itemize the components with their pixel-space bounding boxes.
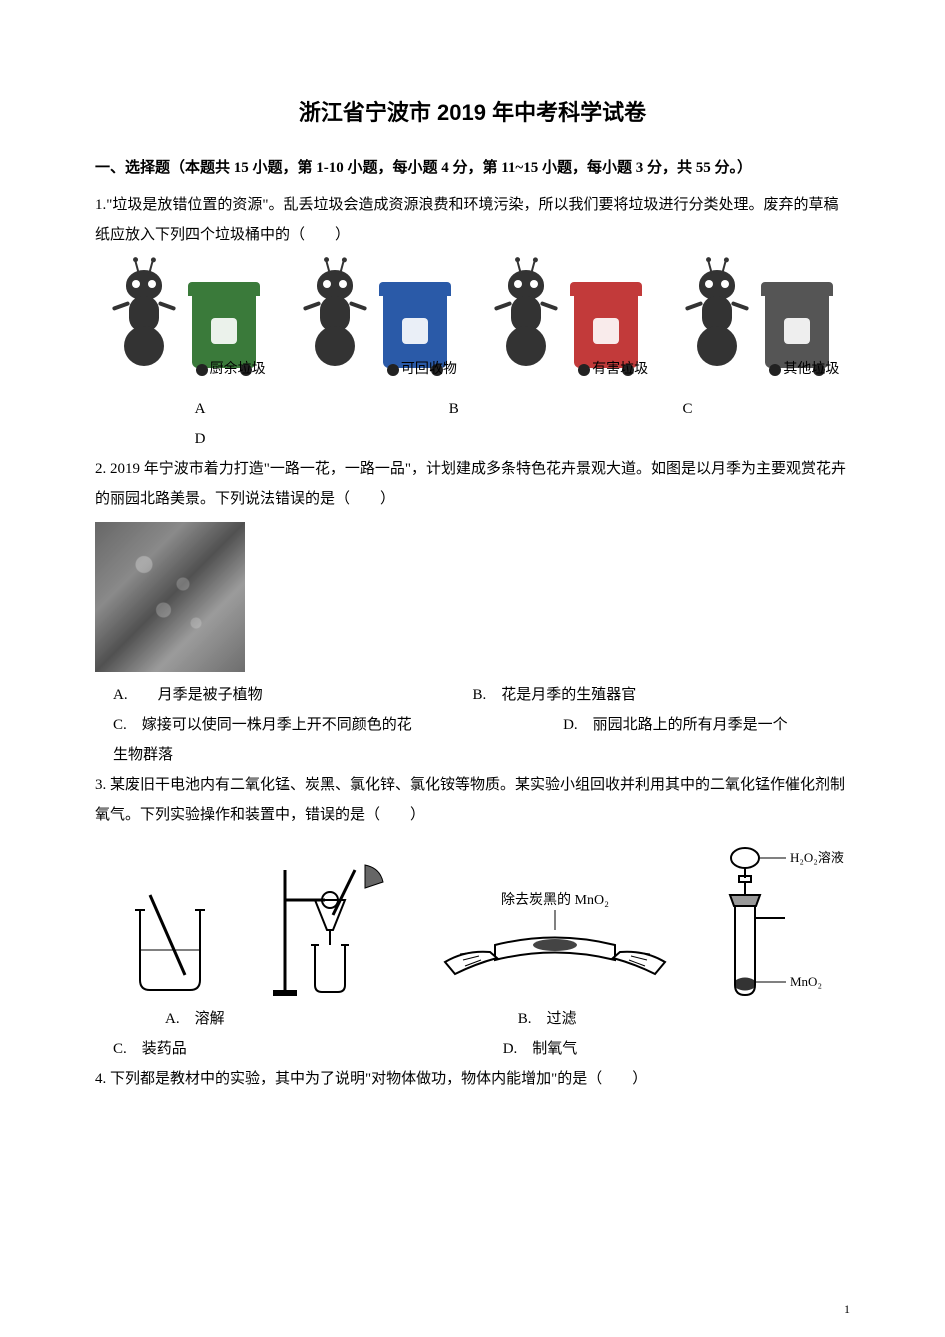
q4-text: 4. 下列都是教材中的实验，其中为了说明"对物体做功，物体内能增加"的是（ ）: [95, 1064, 850, 1094]
q3-exp-b: [260, 860, 420, 1000]
q3-text: 3. 某废旧干电池内有二氧化锰、炭黑、氯化锌、氯化铵等物质。某实验小组回收并利用…: [95, 770, 850, 830]
q1-options-line2: D: [95, 424, 850, 454]
q3-exp-c: 除去炭黑的 MnO₂: [435, 890, 675, 1000]
section-header: 一、选择题（本题共 15 小题，第 1-10 小题，每小题 4 分，第 11~1…: [95, 155, 850, 182]
q3-opt-a: A. 溶解: [95, 1004, 518, 1034]
q1-images-row: 厨余垃圾 可回收物: [95, 260, 850, 384]
q1-bin-a: 厨余垃圾: [95, 260, 276, 384]
q3-d-top-label: H₂O₂溶液: [790, 850, 844, 865]
bin-label-b: 可回收物: [401, 358, 457, 378]
bin-label-a: 厨余垃圾: [210, 358, 266, 378]
q2-image: [95, 522, 245, 672]
q1-bin-d: 其他垃圾: [669, 260, 850, 384]
q3-d-bot-label: MnO₂: [790, 974, 822, 989]
q3-opt-b: B. 过滤: [518, 1004, 850, 1034]
bin-icon: [402, 318, 428, 344]
q3-images-row: 除去炭黑的 MnO₂ H₂O₂溶液: [95, 840, 850, 1000]
q2-opt-c: C. 嫁接可以使同一株月季上开不同颜色的花: [95, 710, 563, 740]
bin-icon: [593, 318, 619, 344]
q2-options: A. 月季是被子植物 B. 花是月季的生殖器官 C. 嫁接可以使同一株月季上开不…: [95, 680, 850, 770]
bin-icon: [211, 318, 237, 344]
bin-label-d: 其他垃圾: [783, 358, 839, 378]
q1-text: 1."垃圾是放错位置的资源"。乱丢垃圾会造成资源浪费和环境污染，所以我们要将垃圾…: [95, 190, 850, 250]
q2-opt-b: B. 花是月季的生殖器官: [473, 680, 851, 710]
q3-opt-d: D. 制氧气: [503, 1034, 850, 1064]
q3-options: A. 溶解 B. 过滤 C. 装药品 D. 制氧气: [95, 1004, 850, 1064]
q3-exp-a: [95, 880, 245, 1000]
bin-label-c: 有害垃圾: [592, 358, 648, 378]
q2-opt-a: A. 月季是被子植物: [95, 680, 473, 710]
q2-text: 2. 2019 年宁波市着力打造"一路一花，一路一品"，计划建成多条特色花卉景观…: [95, 454, 850, 514]
page-title: 浙江省宁波市 2019 年中考科学试卷: [95, 95, 850, 127]
bin-icon: [784, 318, 810, 344]
page-number: 1: [844, 1302, 850, 1317]
q1-bin-b: 可回收物: [286, 260, 467, 384]
q3-c-label: 除去炭黑的 MnO₂: [501, 892, 609, 908]
q3-exp-d: H₂O₂溶液 MnO₂: [690, 840, 850, 1000]
q2-opt-d-cont: 生物群落: [95, 740, 850, 770]
q3-opt-c: C. 装药品: [95, 1034, 503, 1064]
q1-options-line1: A B C: [95, 394, 850, 424]
q2-opt-d: D. 丽园北路上的所有月季是一个: [563, 710, 850, 740]
q1-bin-c: 有害垃圾: [478, 260, 659, 384]
